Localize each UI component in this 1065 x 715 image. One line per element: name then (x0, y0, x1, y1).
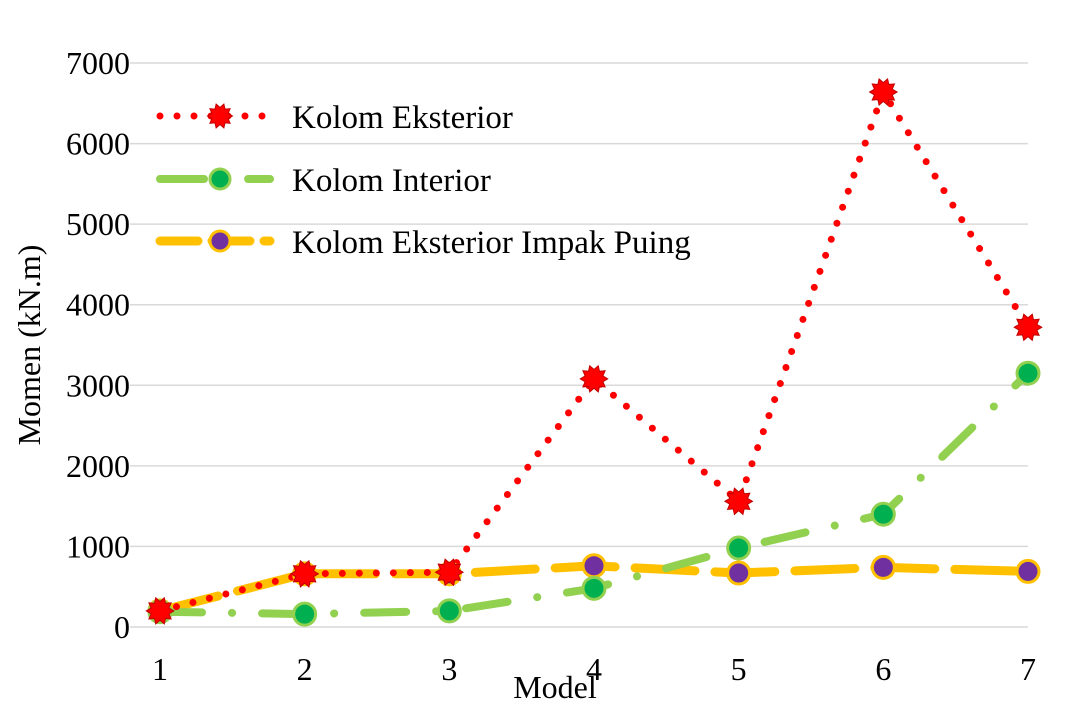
legend-entry-1: Kolom Eksterior (156, 100, 513, 136)
data-point-series-2 (581, 575, 607, 601)
data-point-series-1 (723, 487, 754, 516)
series-lines (155, 88, 1033, 619)
data-point-series-1 (434, 558, 465, 587)
legend-marker-3 (208, 229, 232, 253)
x-axis-title: Model (513, 669, 597, 705)
series-line-1 (156, 88, 1032, 615)
gridlines (130, 62, 1028, 628)
legend-label-2: Kolom Interior (292, 163, 491, 199)
data-point-series-3 (726, 560, 752, 586)
legend: Kolom Eksterior Kolom Interior Kolom Ekste… (155, 100, 691, 261)
legend-entry-3: Kolom Eksterior Impak Puing (155, 225, 691, 261)
data-point-series-3 (870, 554, 896, 580)
data-point-series-3 (581, 553, 607, 579)
data-point-series-1 (289, 559, 320, 588)
legend-entry-2: Kolom Interior (156, 163, 491, 199)
data-point-series-1 (145, 596, 175, 625)
legend-label-3: Kolom Eksterior Impak Puing (292, 225, 691, 261)
y-axis-title: Momen (kN.m) (11, 245, 47, 446)
legend-marker-1 (206, 103, 234, 129)
legend-marker-2 (208, 167, 232, 191)
data-point-series-2 (1015, 360, 1041, 386)
x-tick-label: 7 (1020, 651, 1036, 687)
x-tick-label: 5 (731, 651, 747, 687)
x-tick-label: 3 (441, 651, 457, 687)
y-tick-label: 4000 (66, 287, 130, 323)
data-point-series-3 (1015, 558, 1041, 584)
y-tick-label: 5000 (66, 206, 130, 242)
data-point-series-2 (870, 501, 896, 527)
y-tick-label: 2000 (66, 448, 130, 484)
y-tick-label: 6000 (66, 126, 130, 162)
x-tick-label: 6 (875, 651, 891, 687)
legend-label-1: Kolom Eksterior (292, 100, 513, 136)
data-point-series-1 (579, 364, 609, 393)
data-point-series-1 (868, 77, 899, 107)
x-axis-ticks: 1 2 3 4 5 6 7 (152, 651, 1036, 687)
data-point-series-2 (726, 535, 752, 561)
series-markers (145, 77, 1043, 627)
x-tick-label: 4 (586, 651, 602, 687)
y-tick-label: 3000 (66, 367, 130, 403)
y-axis-ticks: 0 1000 2000 3000 4000 5000 6000 7000 (66, 45, 130, 645)
x-tick-label: 1 (152, 651, 168, 687)
data-point-series-2 (436, 598, 462, 624)
data-point-series-2 (292, 601, 318, 627)
y-tick-label: 1000 (66, 528, 130, 564)
data-point-series-1 (1013, 313, 1043, 342)
y-tick-label: 0 (114, 609, 130, 645)
x-tick-label: 2 (297, 651, 313, 687)
y-tick-label: 7000 (66, 45, 130, 81)
